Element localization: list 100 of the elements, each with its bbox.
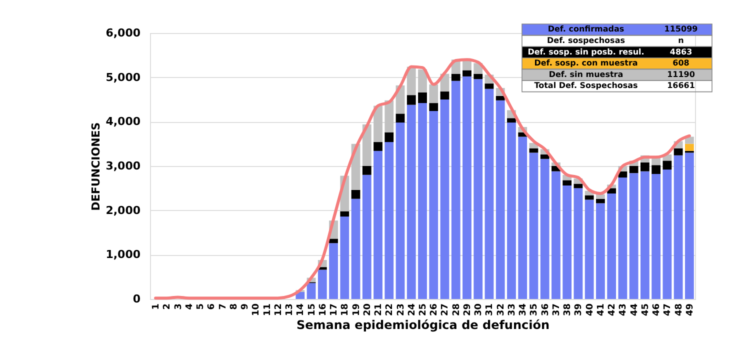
bar xyxy=(462,76,472,299)
x-tick-label: 26 xyxy=(430,304,440,316)
bar xyxy=(484,84,494,89)
x-tick-label: 14 xyxy=(296,304,306,316)
x-tick-label: 15 xyxy=(307,304,318,316)
bar xyxy=(618,178,628,299)
x-tick-label: 34 xyxy=(518,304,529,316)
bar xyxy=(329,243,338,299)
y-axis-title: DEFUNCIONES xyxy=(90,122,103,211)
x-tick-label: 33 xyxy=(507,304,518,316)
x-tick-label: 5 xyxy=(196,304,206,310)
bar xyxy=(607,193,616,299)
x-tick-label: 46 xyxy=(652,304,662,316)
bar xyxy=(418,103,427,299)
y-tick-label: 0 xyxy=(132,292,141,306)
bar xyxy=(496,100,505,299)
x-tick-label: 22 xyxy=(385,304,396,316)
x-tick-label: 13 xyxy=(285,304,296,316)
bar xyxy=(362,174,372,299)
bar xyxy=(396,122,405,299)
bar xyxy=(629,166,638,174)
x-tick-label: 3 xyxy=(174,304,184,310)
bar xyxy=(374,150,382,299)
x-tick-label: 2 xyxy=(162,304,173,310)
text: Def. confirmadas xyxy=(548,24,624,34)
bar xyxy=(540,154,550,159)
bar xyxy=(507,118,516,123)
bar xyxy=(484,88,494,299)
x-tick-label: 44 xyxy=(630,304,640,316)
annotation: 16661 xyxy=(667,81,696,90)
bar xyxy=(440,92,450,100)
annotation: n xyxy=(678,36,684,45)
x-tick-label: 38 xyxy=(563,304,574,316)
x-tick-label: 37 xyxy=(552,304,562,316)
x-axis-title: Semana epidemiológica de defunción xyxy=(296,318,550,332)
bar xyxy=(662,160,672,170)
x-tick-label: 43 xyxy=(618,304,629,316)
y-tick-label: 2,000 xyxy=(106,204,141,217)
bar xyxy=(674,155,683,299)
x-tick-label: 10 xyxy=(252,304,262,316)
bar xyxy=(318,270,327,299)
y-tick-label: 5,000 xyxy=(106,70,141,84)
bar xyxy=(474,79,483,299)
x-tick-label: 4 xyxy=(184,304,195,310)
bar xyxy=(374,142,382,151)
bar xyxy=(529,152,538,299)
bar xyxy=(496,96,505,100)
x-tick-label: 29 xyxy=(462,304,473,316)
bar xyxy=(574,188,583,299)
x-tick-label: 28 xyxy=(452,304,462,316)
annotation: Def. sospechosas xyxy=(547,36,626,45)
bar xyxy=(462,70,472,76)
x-tick-label: 40 xyxy=(585,304,596,316)
x-tick-label: 41 xyxy=(596,304,606,316)
bar xyxy=(351,198,360,299)
x-tick-label: 25 xyxy=(418,304,428,316)
bar xyxy=(596,194,605,199)
bar xyxy=(684,152,694,299)
text: Def. sosp. con muestra xyxy=(534,58,638,68)
x-tick-label: 17 xyxy=(330,304,340,316)
bar xyxy=(384,132,394,142)
y-tick-label: 1,000 xyxy=(106,248,141,262)
annotation: 608 xyxy=(672,58,690,68)
bar xyxy=(406,104,416,299)
x-tick-label: 47 xyxy=(663,304,674,316)
bar xyxy=(374,106,382,142)
x-tick-label: 49 xyxy=(685,304,696,316)
x-tick-label: 12 xyxy=(274,304,284,316)
x-tick-label: 35 xyxy=(530,304,540,316)
x-tick-label: 27 xyxy=(440,304,451,316)
bar xyxy=(418,92,427,104)
bar xyxy=(562,186,572,299)
x-tick-label: 45 xyxy=(640,304,651,316)
annotation: 4863 xyxy=(670,47,692,56)
x-tick-label: 6 xyxy=(207,304,218,310)
x-tick-label: 9 xyxy=(240,304,251,310)
bar xyxy=(629,173,638,299)
x-tick-label: 48 xyxy=(674,304,684,316)
bar xyxy=(518,136,528,299)
x-tick-label: 19 xyxy=(352,304,362,316)
bar xyxy=(306,283,316,299)
bar xyxy=(440,100,450,299)
bar xyxy=(640,162,650,172)
x-tick-label: 39 xyxy=(574,304,584,316)
bar xyxy=(329,238,338,244)
bar xyxy=(451,74,460,81)
x-tick-label: 16 xyxy=(318,304,328,316)
bar xyxy=(662,170,672,299)
bar xyxy=(652,174,661,299)
bar xyxy=(640,171,650,299)
bar xyxy=(362,166,372,175)
bar xyxy=(596,203,605,299)
bar xyxy=(584,200,594,299)
x-tick-label: 7 xyxy=(218,304,228,310)
bar xyxy=(652,158,661,166)
x-tick-label: 32 xyxy=(496,304,506,316)
x-tick-label: 30 xyxy=(474,304,484,316)
x-tick-label: 36 xyxy=(540,304,551,316)
x-tick-label: 31 xyxy=(485,304,496,316)
bar xyxy=(384,142,394,299)
